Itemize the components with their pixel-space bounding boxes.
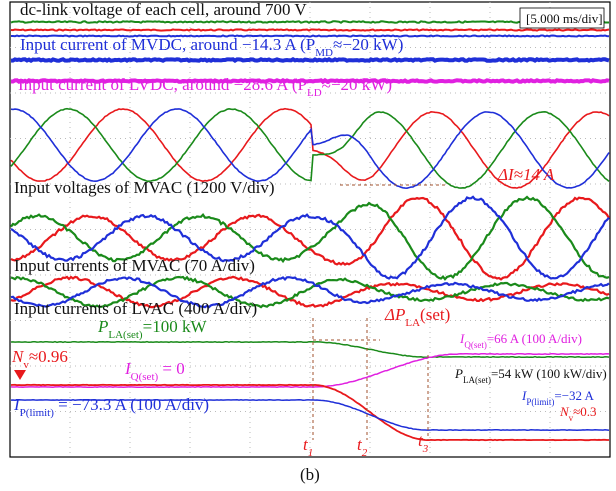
label-sub: Q(set) — [131, 371, 159, 383]
label-sub: 1 — [308, 447, 314, 459]
label-part: ≈0.96 — [29, 347, 68, 366]
label-part: Input current of MVDC, around −14.3 A (P — [20, 35, 315, 54]
label: dc-link voltage of each cell, around 700… — [20, 0, 307, 19]
label-sub: LD — [307, 87, 322, 99]
waveform — [11, 59, 609, 60]
label-part: =54 kW (100 kW/div) — [491, 366, 607, 381]
oscilloscope-figure: [5.000 ms/div] dc-link voltage of each c… — [0, 0, 616, 486]
label-sub: 3 — [422, 443, 429, 455]
label-sub: Q(set) — [464, 340, 487, 350]
label-sub: P(limit) — [20, 407, 55, 419]
label-part: = −73.3 A (100 A/div) — [54, 395, 209, 414]
label-part: ≈0.3 — [573, 404, 596, 419]
caption: (b) — [300, 465, 320, 484]
label: Input voltages of MVAC (1200 V/div) — [14, 178, 275, 197]
time-div: [5.000 ms/div] — [526, 11, 603, 26]
label-part: P — [454, 366, 463, 381]
label-part: =−32 A — [554, 388, 594, 403]
label-sub: LA(set) — [463, 375, 491, 385]
label-part: = 0 — [158, 359, 185, 378]
page: {"figure": { "time_div": "[5.000 ms/div]… — [0, 0, 616, 486]
label-part: (set) — [420, 305, 450, 324]
label-sub: LA(set) — [108, 329, 143, 341]
label-part: ≈−20 kW) — [322, 75, 392, 94]
label-part: P — [97, 317, 108, 336]
label-sub: LA — [405, 317, 420, 329]
label: Input currents of LVAC (400 A/div) — [14, 299, 257, 318]
label-sub: 2 — [362, 447, 368, 459]
label-part: ≈−20 kW) — [333, 35, 403, 54]
label: Input currents of MVAC (70 A/div) — [14, 256, 255, 275]
waveform — [11, 21, 609, 22]
waveform — [11, 29, 609, 30]
label-part: Input current of LVDC, around −28.6 A (P — [18, 75, 307, 94]
label-sub: P(limit) — [526, 397, 554, 407]
label: ΔI≈14 A — [497, 165, 555, 184]
label-sub: MD — [315, 47, 333, 59]
label-part: ΔP — [384, 305, 405, 324]
label-part: =100 kW — [143, 317, 208, 336]
label-part: =66 A (100 A/div) — [487, 331, 582, 346]
